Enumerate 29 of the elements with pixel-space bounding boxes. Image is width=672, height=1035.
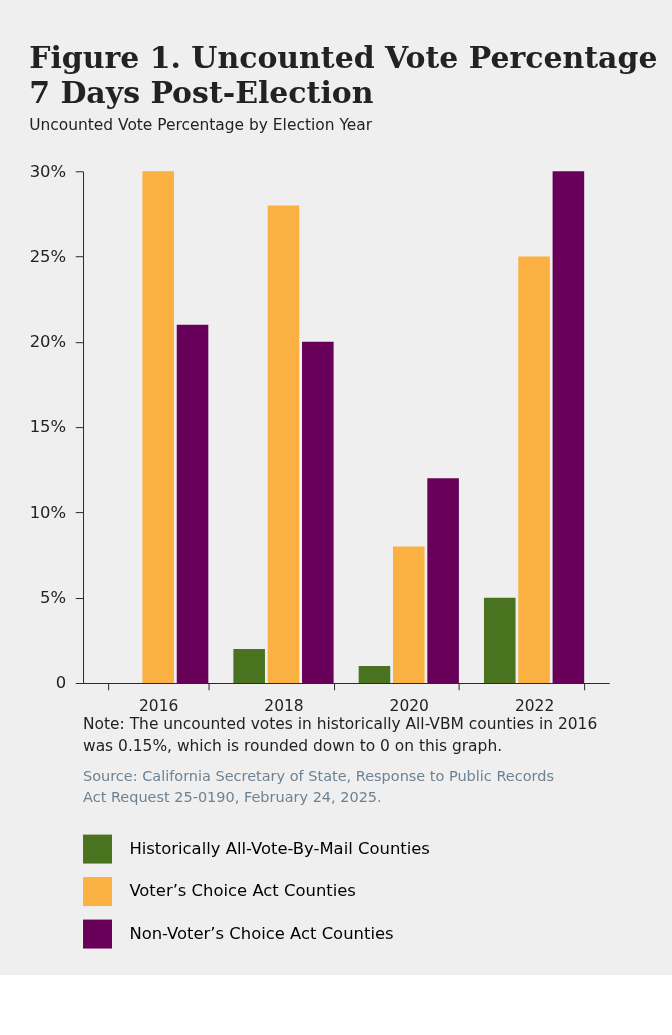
chart-title: Figure 1. Uncounted Vote Percentage 7 Days Post-Election	[29, 39, 658, 110]
y-tick-label: 5%	[40, 588, 67, 608]
legend-label: Voter’s Choice Act Counties	[129, 881, 356, 901]
bar	[552, 171, 585, 684]
source-note: Source: California Secretary of State, Response to Public Records Act Request 25-0190, February 24, 2025.	[83, 767, 554, 805]
bar	[518, 256, 550, 684]
y-tick-label: 0	[55, 673, 67, 693]
bar	[176, 324, 209, 684]
legend-label: Historically All-Vote-By-Mail Counties	[129, 838, 430, 858]
bar	[142, 171, 174, 684]
bar	[302, 341, 334, 684]
y-tick-label: 20%	[29, 332, 67, 352]
bar	[233, 648, 265, 684]
bar	[392, 546, 425, 684]
x-tick-label: 2022	[514, 696, 555, 715]
x-tick-label: 2016	[139, 696, 179, 715]
y-tick-label: 30%	[29, 161, 67, 181]
text: Note: The uncounted votes in historically All-VBM counties in 2016 was 0.15%, which is rounded down to 0 on this graph.	[83, 715, 598, 755]
y-tick-label: 10%	[29, 502, 67, 522]
y-tick-label: 15%	[29, 417, 67, 437]
chart-subtitle: Uncounted Vote Percentage by Election Year	[29, 115, 373, 134]
x-tick-label: 2018	[264, 696, 304, 715]
bar	[483, 597, 516, 684]
bar	[427, 478, 459, 684]
bar	[267, 205, 300, 684]
y-tick-label: 25%	[29, 246, 67, 266]
bar	[358, 665, 391, 684]
x-tick-label: 2020	[389, 696, 429, 715]
legend-label: Non-Voter’s Choice Act Counties	[129, 923, 394, 943]
